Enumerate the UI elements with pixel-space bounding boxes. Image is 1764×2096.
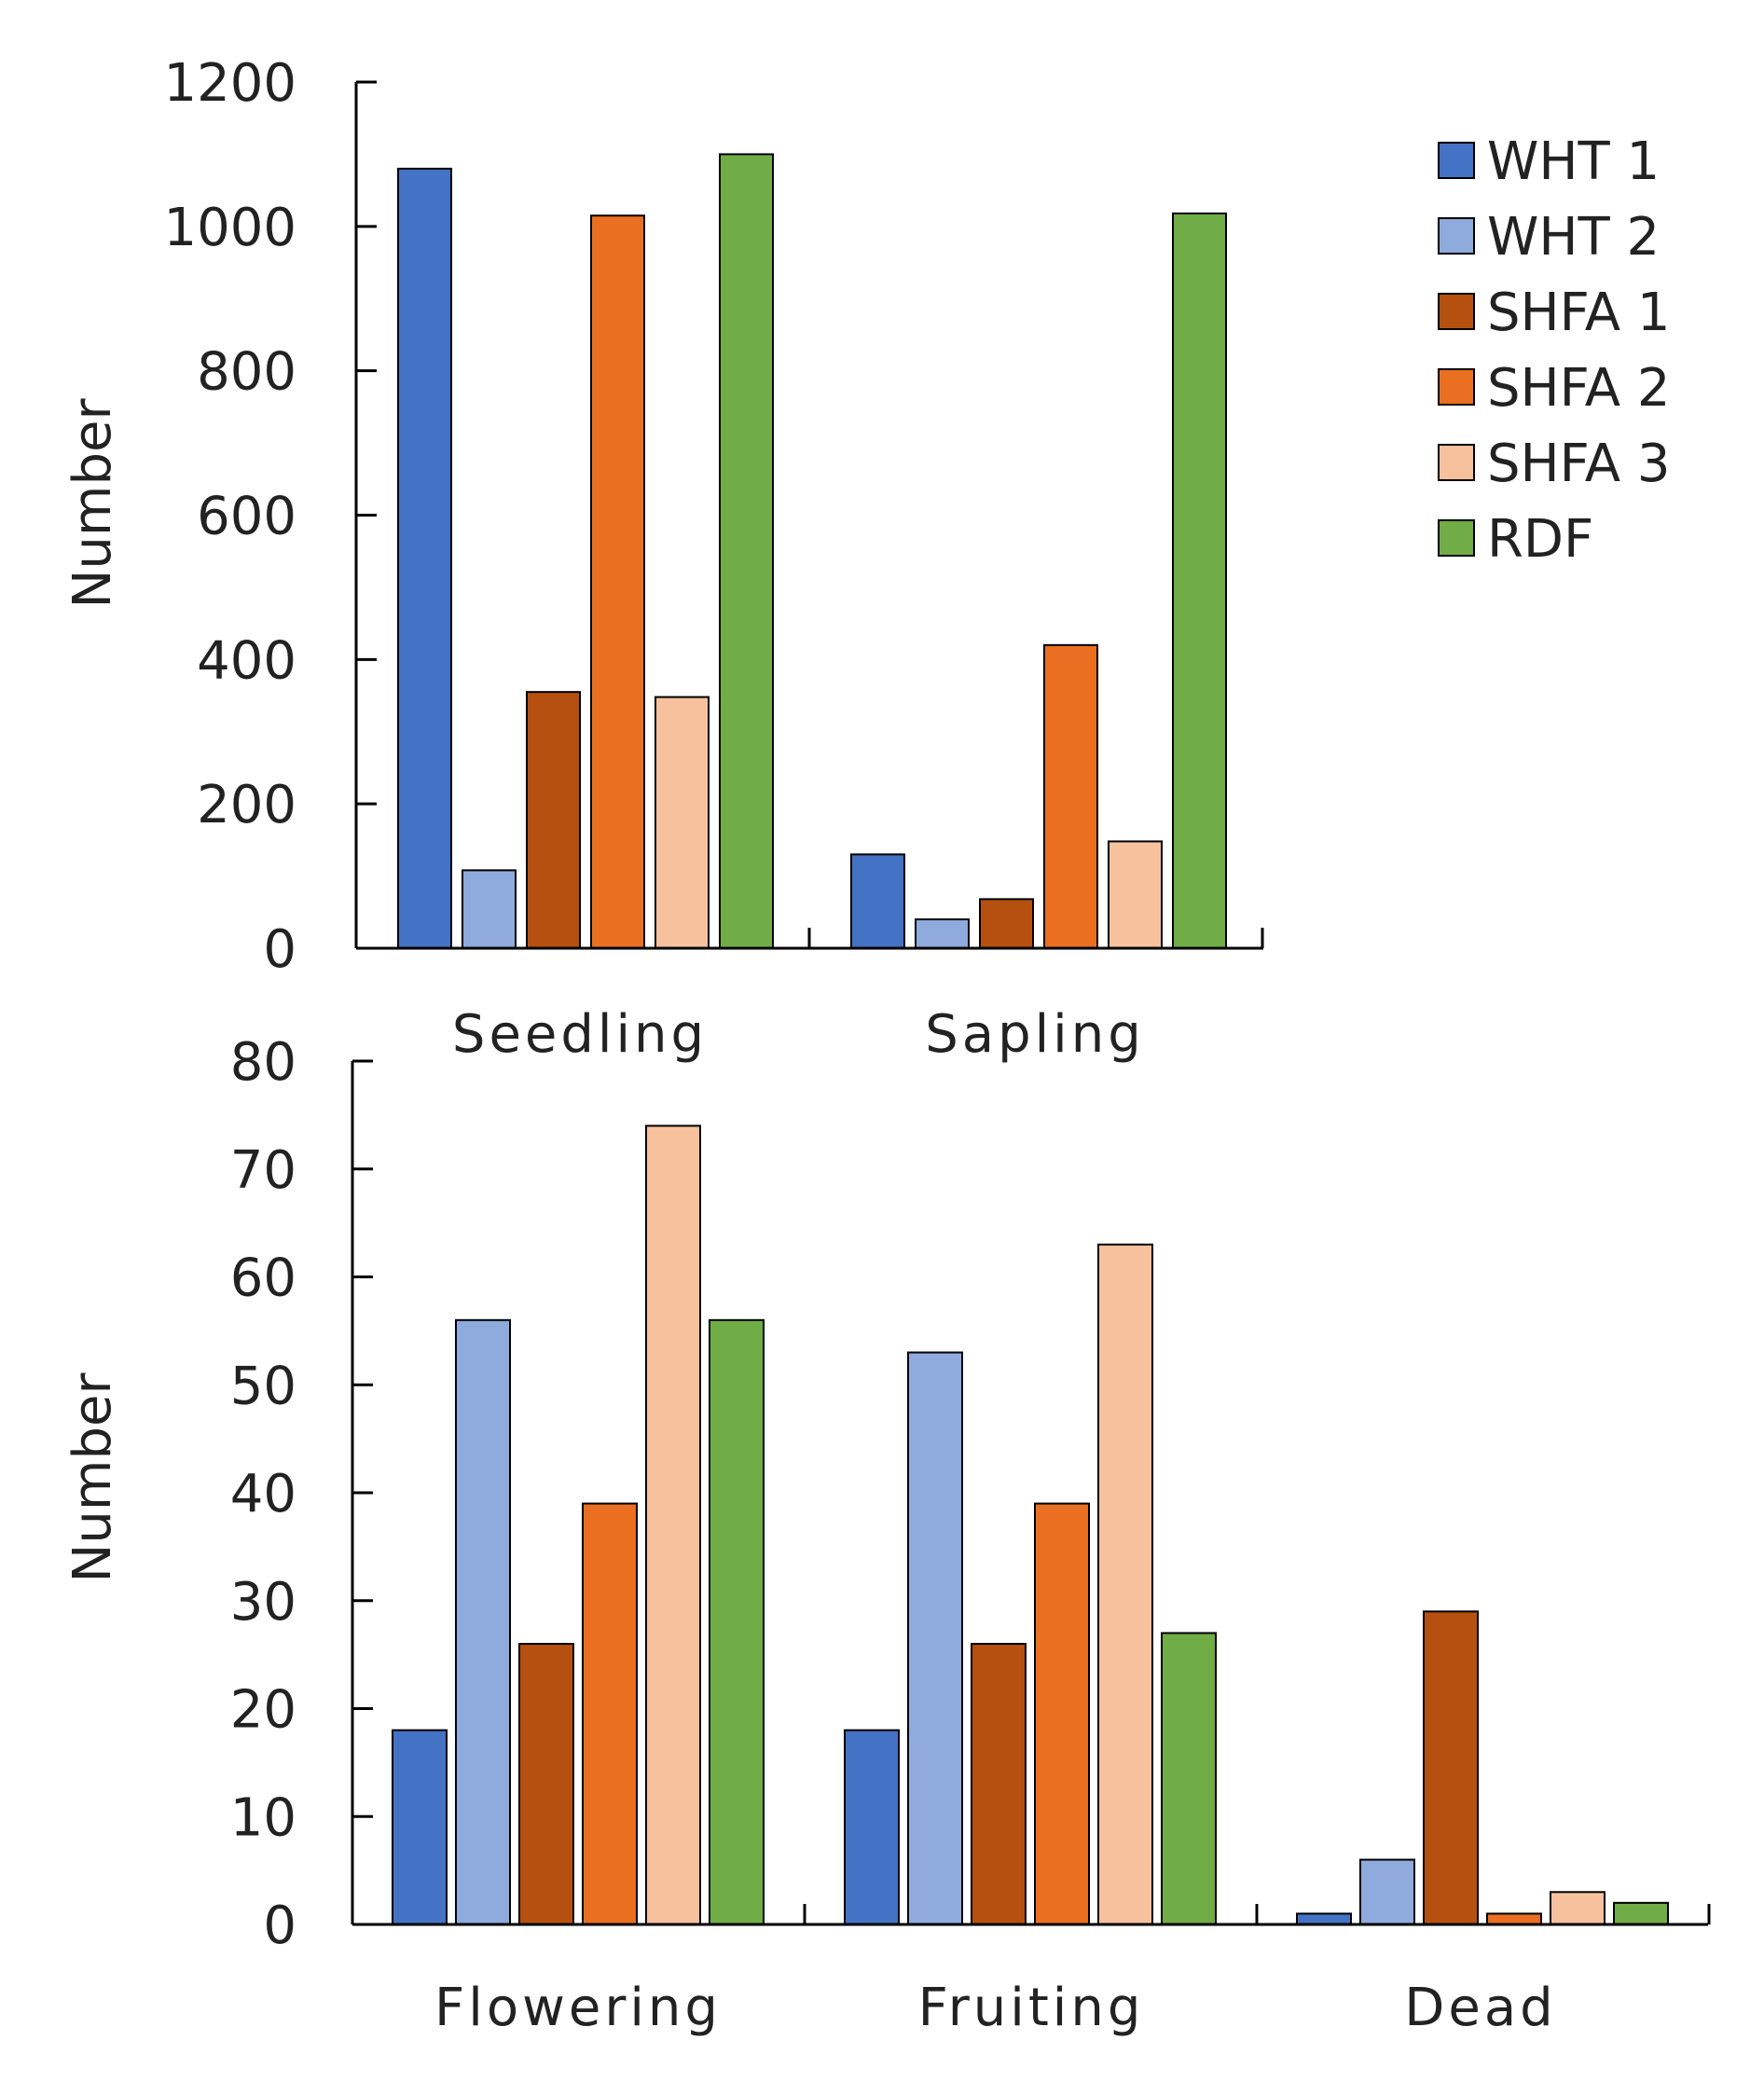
x-tick-label-dead: Dead bbox=[1404, 1978, 1556, 2038]
y-tick-label: 20 bbox=[230, 1680, 296, 1741]
y-axis-label: Number bbox=[62, 398, 123, 609]
bar-fruiting-wht-1 bbox=[844, 1729, 900, 1926]
bar-seedling-shfa-2 bbox=[590, 214, 645, 950]
bar-fruiting-wht-2 bbox=[907, 1351, 963, 1925]
bar-sapling-shfa-1 bbox=[979, 898, 1034, 950]
bar-dead-wht-2 bbox=[1359, 1858, 1415, 1926]
y-tick-label: 10 bbox=[230, 1787, 296, 1848]
y-tick-label: 800 bbox=[197, 342, 296, 403]
bar-fruiting-shfa-3 bbox=[1097, 1243, 1153, 1925]
x-tick-label-fruiting: Fruiting bbox=[918, 1978, 1145, 2038]
chart-top: 0 200 400 600 800 1000 1200 Seedling Sapling Numb… bbox=[62, 53, 1264, 1065]
y-tick-label: 200 bbox=[197, 775, 296, 835]
y-axis-label: Number bbox=[62, 1372, 123, 1583]
legend-swatch-shfa-3 bbox=[1438, 444, 1475, 481]
y-tick-label: 80 bbox=[230, 1032, 296, 1093]
bar-seedling-rdf bbox=[719, 153, 774, 949]
y-tick-label: 1200 bbox=[163, 53, 296, 114]
legend: WHT 1 WHT 2 SHFA 1 SHFA 2 SHFA 3 RDF bbox=[1438, 131, 1670, 570]
x-tick-label-flowering: Flowering bbox=[434, 1978, 722, 2038]
legend-label-wht-1: WHT 1 bbox=[1487, 131, 1660, 192]
bar-dead-shfa-1 bbox=[1423, 1610, 1479, 1925]
y-tick-label: 50 bbox=[230, 1356, 296, 1416]
x-tick-label-sapling: Sapling bbox=[925, 1004, 1145, 1065]
y-tick-label: 70 bbox=[230, 1140, 296, 1201]
legend-swatch-shfa-1 bbox=[1438, 293, 1475, 330]
legend-swatch-rdf bbox=[1438, 519, 1475, 557]
y-tick-label: 30 bbox=[230, 1572, 296, 1633]
bar-dead-wht-1 bbox=[1296, 1912, 1352, 1926]
chart-bottom: 0 10 20 30 40 50 60 70 80 Flowering Fruiting Dead Nu… bbox=[62, 1032, 1711, 2038]
bar-sapling-shfa-2 bbox=[1043, 643, 1098, 949]
legend-label-rdf: RDF bbox=[1487, 509, 1593, 570]
bar-fruiting-rdf bbox=[1161, 1632, 1217, 1925]
bar-flowering-shfa-2 bbox=[582, 1502, 638, 1925]
x-tick-label-seedling: Seedling bbox=[452, 1004, 708, 1065]
bar-flowering-shfa-1 bbox=[518, 1643, 574, 1926]
legend-swatch-shfa-2 bbox=[1438, 368, 1475, 406]
bar-sapling-rdf bbox=[1172, 212, 1227, 950]
bar-fruiting-shfa-2 bbox=[1034, 1502, 1090, 1925]
y-tick-label: 60 bbox=[230, 1248, 296, 1309]
bar-flowering-shfa-3 bbox=[645, 1124, 701, 1925]
y-tick-label: 40 bbox=[230, 1464, 296, 1524]
y-tick-label: 0 bbox=[263, 919, 296, 980]
bar-seedling-shfa-3 bbox=[655, 696, 710, 950]
legend-swatch-wht-2 bbox=[1438, 217, 1475, 255]
legend-label-wht-2: WHT 2 bbox=[1487, 207, 1660, 268]
bar-flowering-rdf bbox=[709, 1318, 765, 1926]
bar-dead-shfa-3 bbox=[1550, 1891, 1606, 1926]
y-tick-label: 400 bbox=[197, 630, 296, 691]
bar-flowering-wht-1 bbox=[392, 1729, 448, 1926]
bar-flowering-wht-2 bbox=[455, 1318, 511, 1926]
bar-sapling-wht-1 bbox=[850, 853, 905, 950]
y-tick-label: 1000 bbox=[163, 198, 296, 258]
bar-dead-rdf bbox=[1613, 1901, 1669, 1925]
y-tick-label: 600 bbox=[197, 487, 296, 547]
legend-swatch-wht-1 bbox=[1438, 142, 1475, 179]
bar-sapling-wht-2 bbox=[915, 918, 970, 949]
legend-label-shfa-2: SHFA 2 bbox=[1487, 358, 1670, 419]
bar-seedling-wht-2 bbox=[462, 869, 517, 950]
bar-seedling-wht-1 bbox=[397, 167, 452, 949]
bar-seedling-shfa-1 bbox=[526, 691, 581, 949]
bar-sapling-shfa-3 bbox=[1108, 840, 1163, 950]
bar-dead-shfa-2 bbox=[1486, 1912, 1542, 1926]
legend-label-shfa-1: SHFA 1 bbox=[1487, 283, 1670, 343]
y-tick-label: 0 bbox=[263, 1896, 296, 1956]
bar-fruiting-shfa-1 bbox=[971, 1643, 1027, 1926]
legend-label-shfa-3: SHFA 3 bbox=[1487, 434, 1670, 494]
